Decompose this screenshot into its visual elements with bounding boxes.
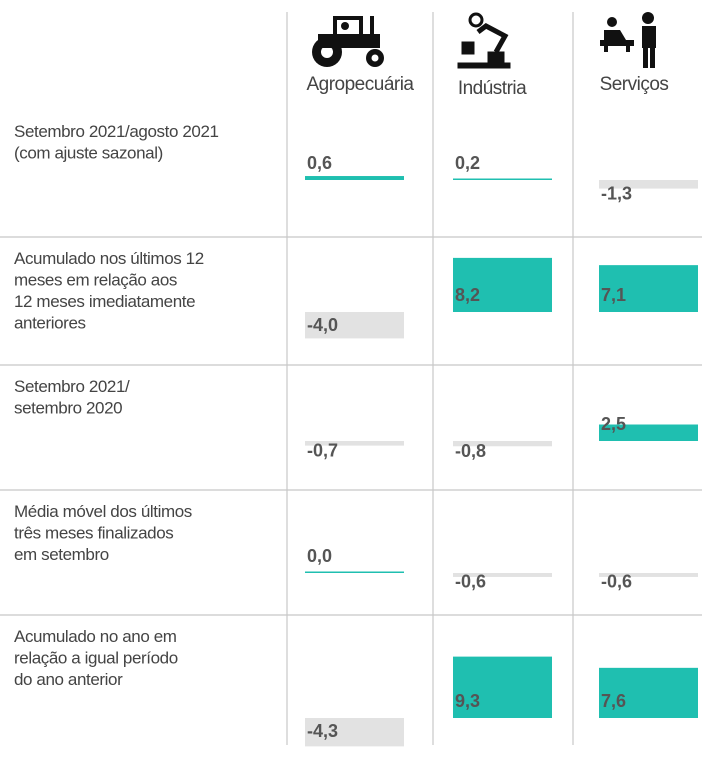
column-header: Serviços (600, 74, 669, 95)
value-label: 2,5 (601, 414, 626, 434)
value-label: 0,2 (455, 153, 480, 173)
bar (305, 312, 404, 339)
bar (453, 656, 552, 718)
row-label: Setembro 2021/ (14, 377, 130, 396)
icon-tractor (312, 16, 384, 67)
row-label: setembro 2020 (14, 399, 122, 418)
row-label: Acumulado nos últimos 12 (14, 249, 204, 268)
row-label: anteriores (14, 314, 86, 333)
value-label: -0,6 (601, 572, 632, 592)
column-header: Agropecuária (306, 74, 414, 95)
bar (453, 573, 552, 577)
value-label: -0,7 (307, 440, 338, 460)
row-label: Média móvel dos últimos (14, 502, 192, 521)
bar (305, 571, 404, 573)
value-label: -1,3 (601, 183, 632, 203)
row-label: do ano anterior (14, 670, 123, 689)
icon-robot-arm (457, 12, 511, 69)
value-label: -0,6 (455, 572, 486, 592)
value-label: 9,3 (455, 691, 480, 711)
row-label: Acumulado no ano em (14, 627, 177, 646)
bar (305, 441, 404, 446)
row-label: (com ajuste sazonal) (14, 144, 163, 163)
value-label: 0,6 (307, 153, 332, 173)
value-label: -4,3 (307, 721, 338, 741)
bar (599, 180, 698, 189)
icon-service-desk (600, 12, 656, 68)
row-label: relação a igual período (14, 649, 178, 668)
row-label: Setembro 2021/agosto 2021 (14, 122, 219, 141)
bar (599, 424, 698, 441)
row-label: 12 meses imediatamente (14, 292, 195, 311)
value-label: 8,2 (455, 285, 480, 305)
bar (305, 718, 404, 747)
column-header: Indústria (458, 78, 527, 99)
bar (599, 573, 698, 577)
table-grid (286, 12, 574, 745)
value-label: -4,0 (307, 315, 338, 335)
bar (305, 176, 404, 180)
value-label: 7,6 (601, 691, 626, 711)
row-label: em setembro (14, 545, 109, 564)
bar (453, 257, 552, 312)
bar (599, 265, 698, 312)
bar (453, 441, 552, 447)
value-label: 0,0 (307, 546, 332, 566)
bar (453, 178, 552, 180)
value-label: -0,8 (455, 441, 486, 461)
bar (599, 667, 698, 718)
row-label: meses em relação aos (14, 271, 177, 290)
value-label: 7,1 (601, 285, 626, 305)
row-label: três meses finalizados (14, 524, 173, 543)
